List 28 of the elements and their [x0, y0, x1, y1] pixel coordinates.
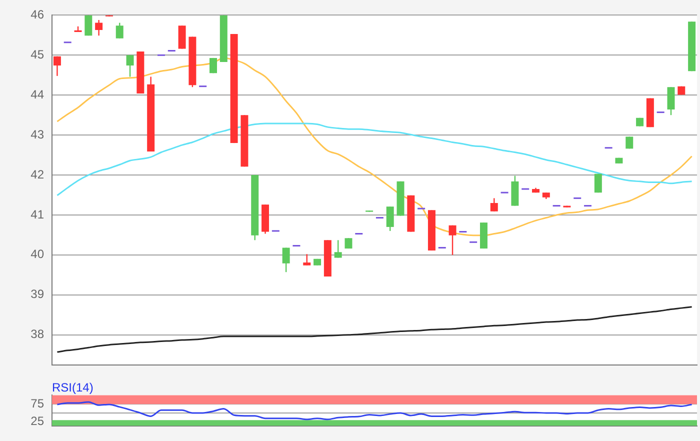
- y-tick-label: 25: [30, 414, 44, 428]
- line-series: [56, 122, 693, 196]
- candlestick: [667, 86, 675, 116]
- candlestick: [334, 240, 342, 258]
- candlestick: [53, 56, 61, 77]
- y-tick-label: 41: [30, 207, 44, 222]
- y-tick-label: 45: [30, 47, 44, 62]
- candlestick: [116, 22, 124, 39]
- y-tick-label: 44: [30, 87, 44, 102]
- candlestick: [126, 54, 134, 78]
- y-tick-label: 43: [30, 127, 44, 142]
- line-series: [56, 306, 693, 353]
- y-tick-label: 46: [30, 8, 44, 22]
- candlestick: [490, 198, 498, 212]
- y-tick-label: 40: [30, 247, 44, 262]
- candlestick: [303, 254, 311, 266]
- candlestick: [178, 24, 186, 50]
- candlestick: [448, 224, 456, 256]
- candlestick: [386, 206, 394, 232]
- y-tick-label: 75: [30, 396, 44, 410]
- candlestick: [282, 247, 290, 273]
- y-tick-label: 39: [30, 287, 44, 302]
- y-tick-label: 38: [30, 327, 44, 342]
- chart-title: RSI(14): [52, 380, 94, 395]
- line-series: [56, 57, 693, 236]
- line-series: [56, 401, 693, 420]
- y-tick-label: 42: [30, 167, 44, 182]
- candlestick: [95, 19, 103, 36]
